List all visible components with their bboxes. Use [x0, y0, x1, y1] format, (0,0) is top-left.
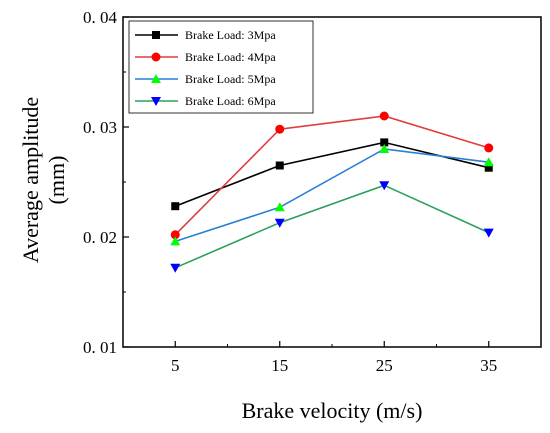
y-axis: 0. 01 0. 02 0. 03 0. 04	[83, 8, 129, 357]
data-point	[171, 202, 180, 211]
series-line	[174, 141, 489, 207]
legend-item: Brake Load: 5Mpa	[135, 72, 276, 86]
series-2	[170, 111, 494, 240]
y-tick-label: 0. 01	[83, 338, 117, 357]
y-axis-title: Average amplitude (mm)	[18, 97, 69, 263]
data-point	[274, 202, 285, 212]
legend: Brake Load: 3Mpa Brake Load: 4Mpa Brake Lo…	[128, 20, 314, 114]
series-4	[170, 181, 494, 273]
x-tick-label: 5	[171, 356, 180, 375]
data-point	[483, 157, 494, 167]
y-tick-label: 0. 04	[83, 8, 118, 27]
series-layer	[170, 111, 494, 273]
data-point	[274, 218, 285, 228]
data-point	[151, 52, 161, 62]
legend-item: Brake Load: 4Mpa	[135, 50, 276, 64]
y-axis-title-line-1: Average amplitude	[18, 97, 43, 263]
data-point	[170, 263, 181, 273]
data-point	[275, 124, 285, 134]
data-point	[484, 143, 494, 153]
series-line	[174, 184, 490, 269]
data-point	[170, 236, 181, 246]
legend-label: Brake Load: 4Mpa	[185, 50, 276, 64]
x-tick-label: 25	[376, 356, 393, 375]
data-point	[151, 74, 161, 83]
y-tick-label: 0. 03	[83, 118, 117, 137]
y-tick-label: 0. 02	[83, 228, 117, 247]
y-axis-title-line-2: (mm)	[44, 156, 69, 205]
legend-item: Brake Load: 3Mpa	[135, 28, 276, 42]
x-tick-label: 15	[271, 356, 288, 375]
data-point	[170, 230, 180, 240]
data-point	[151, 97, 161, 106]
data-point	[484, 163, 493, 172]
legend-label: Brake Load: 6Mpa	[185, 94, 276, 108]
data-point	[275, 161, 284, 170]
data-point	[380, 138, 389, 147]
plot-area: 5 15 25 35 0. 01 0. 02 0. 03 0. 04	[83, 8, 542, 375]
data-point	[379, 181, 390, 191]
data-point	[152, 31, 160, 39]
data-point	[379, 111, 389, 121]
data-point	[483, 228, 494, 238]
legend-label: Brake Load: 5Mpa	[185, 72, 276, 86]
x-tick-label: 35	[480, 356, 497, 375]
legend-item: Brake Load: 6Mpa	[135, 94, 276, 108]
series-line	[175, 148, 489, 243]
x-axis-title: Brake velocity (m/s)	[242, 398, 423, 423]
x-axis: 5 15 25 35	[171, 341, 497, 375]
series-3	[170, 144, 494, 246]
data-point	[379, 144, 390, 153]
legend-label: Brake Load: 3Mpa	[185, 28, 276, 42]
series-1	[171, 138, 493, 211]
series-line	[174, 115, 489, 236]
